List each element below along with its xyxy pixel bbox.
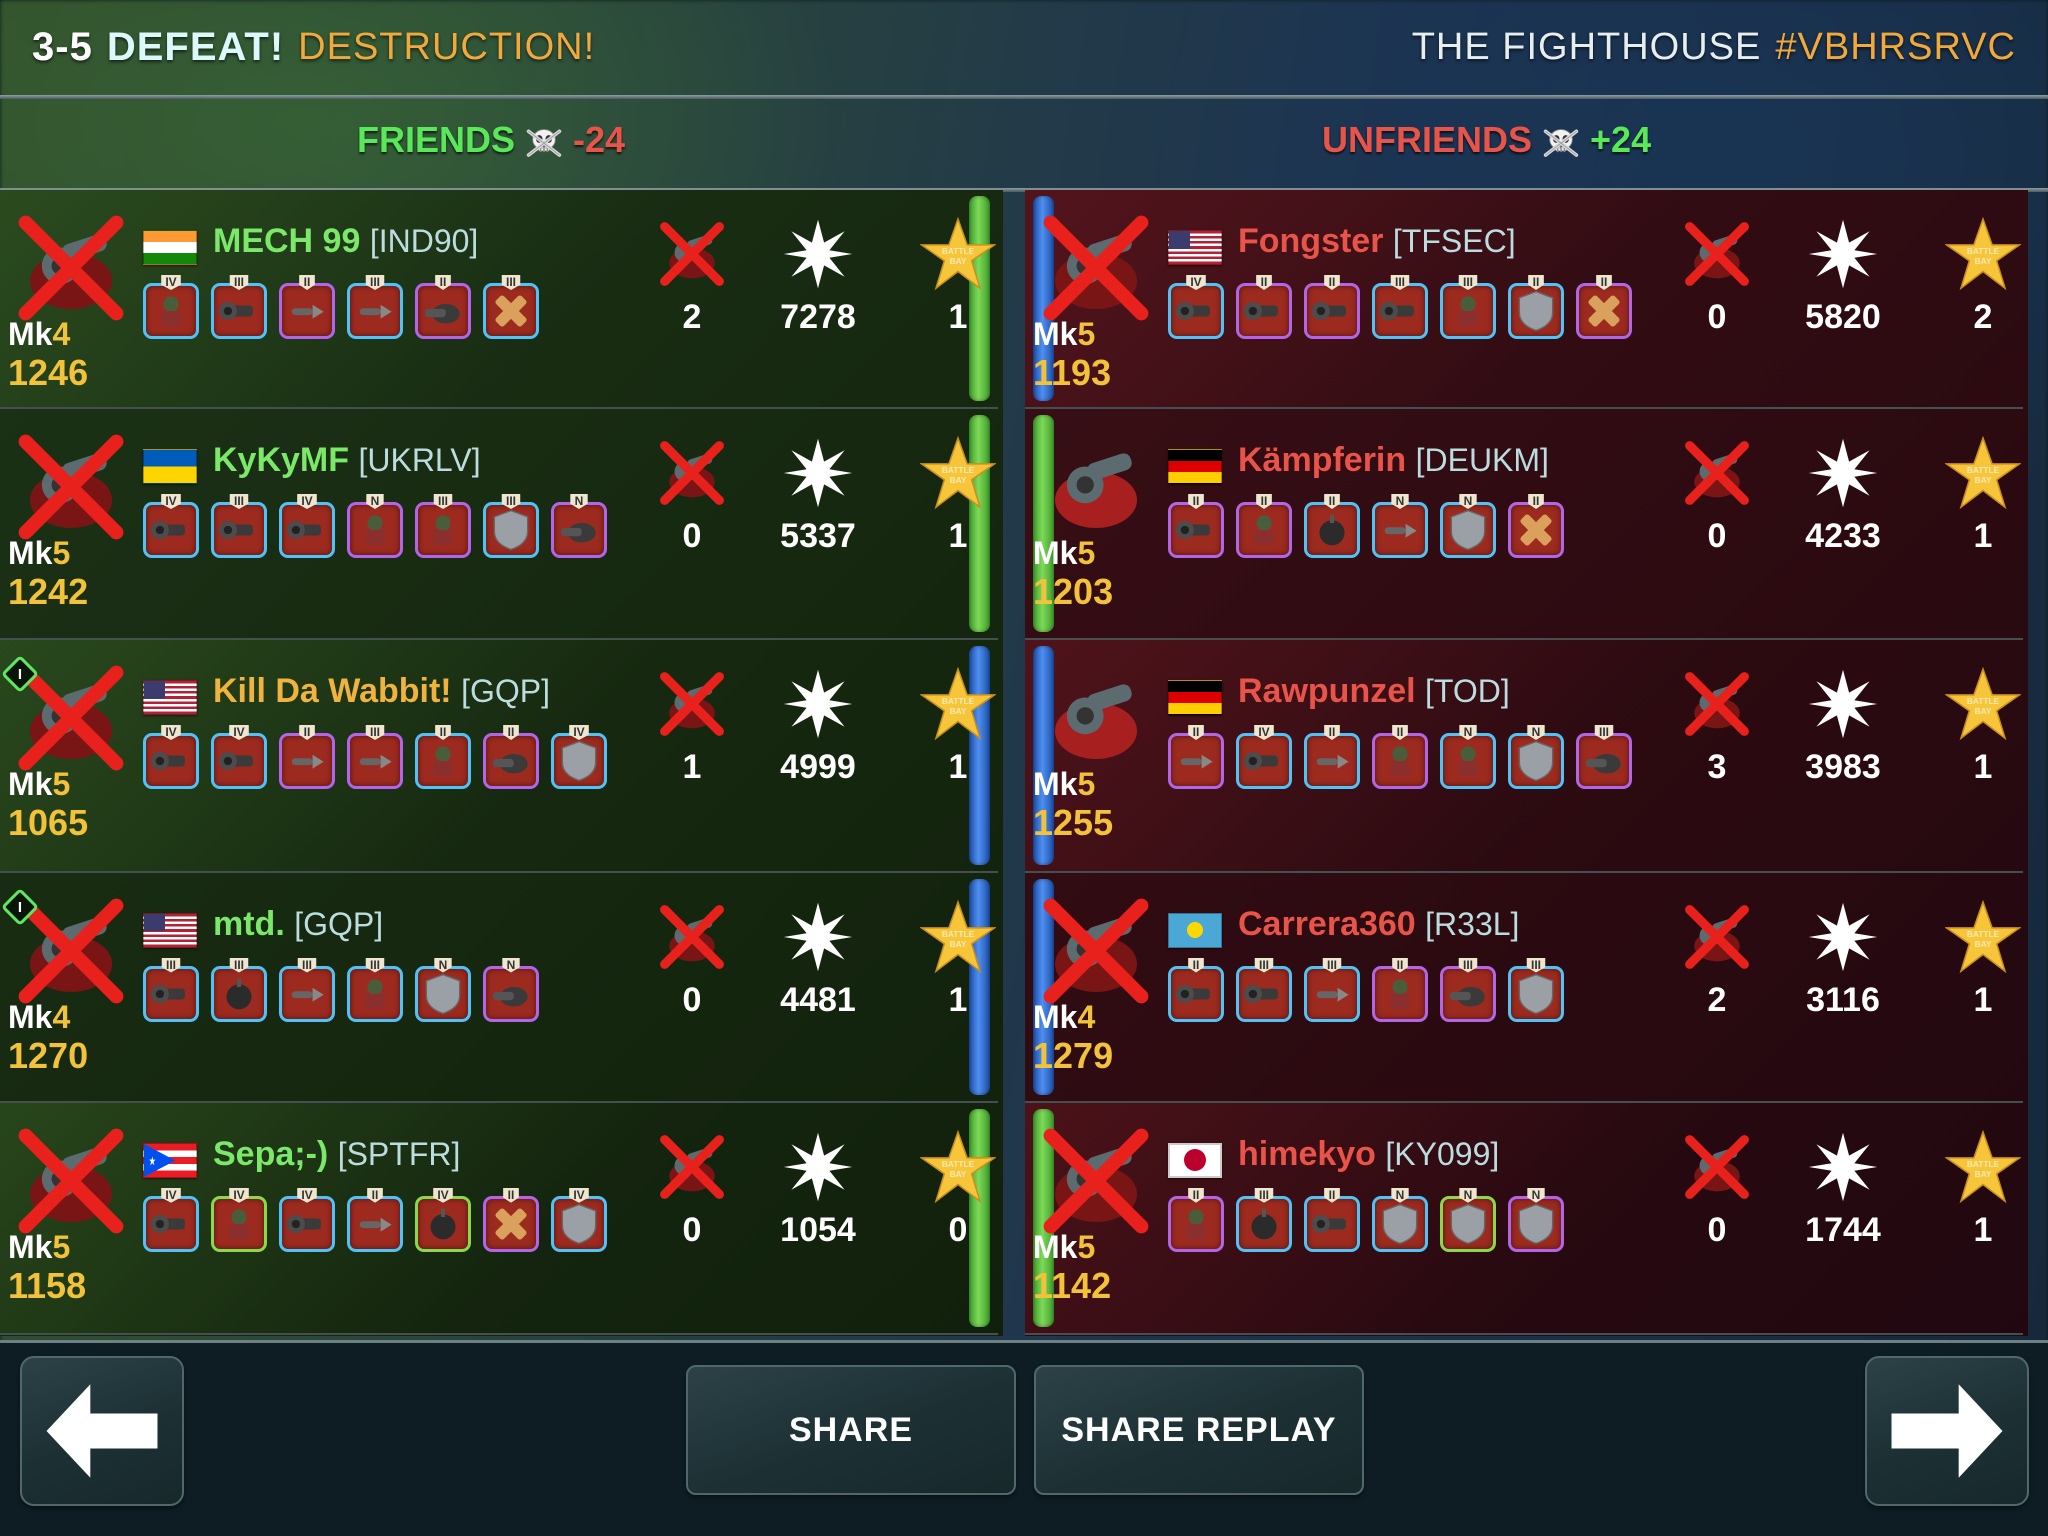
svg-text:BAY: BAY <box>950 256 967 266</box>
svg-text:BAY: BAY <box>1975 475 1992 485</box>
svg-text:BATTLE: BATTLE <box>1967 246 2000 256</box>
svg-text:BAY: BAY <box>1975 256 1992 266</box>
svg-text:BAY: BAY <box>950 938 967 948</box>
svg-text:BATTLE: BATTLE <box>1967 929 2000 939</box>
svg-text:BATTLE: BATTLE <box>942 696 975 706</box>
svg-text:BAY: BAY <box>950 706 967 716</box>
svg-text:BATTLE: BATTLE <box>942 1159 975 1169</box>
svg-text:BAY: BAY <box>1975 1169 1992 1179</box>
svg-text:BATTLE: BATTLE <box>1967 696 2000 706</box>
svg-text:I: I <box>18 666 22 683</box>
svg-text:BAY: BAY <box>950 475 967 485</box>
svg-text:BAY: BAY <box>1975 938 1992 948</box>
svg-text:I: I <box>18 899 22 916</box>
svg-text:BATTLE: BATTLE <box>1967 465 2000 475</box>
svg-text:BATTLE: BATTLE <box>942 246 975 256</box>
svg-text:BAY: BAY <box>950 1169 967 1179</box>
svg-text:BATTLE: BATTLE <box>942 929 975 939</box>
svg-text:BAY: BAY <box>1975 706 1992 716</box>
svg-text:BATTLE: BATTLE <box>1967 1159 2000 1169</box>
svg-text:BATTLE: BATTLE <box>942 465 975 475</box>
